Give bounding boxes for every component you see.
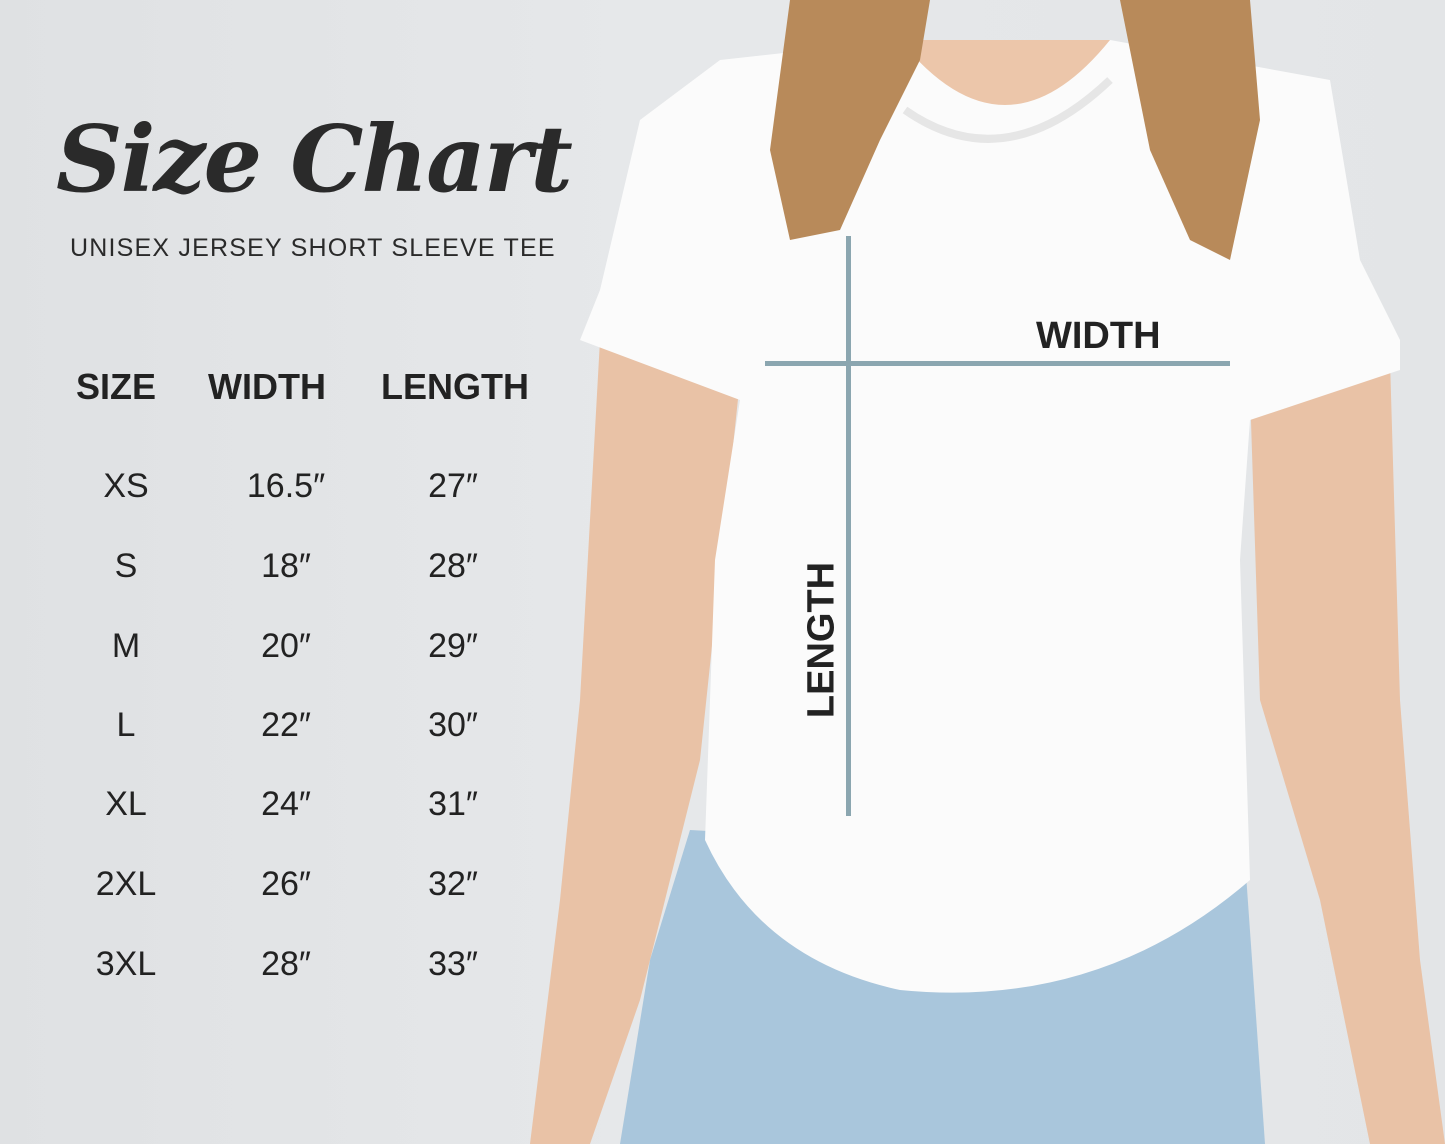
cell-length: 29″ — [428, 627, 478, 665]
cell-size: 3XL — [95, 945, 157, 983]
cell-size: 2XL — [95, 865, 157, 903]
cell-width: 24″ — [261, 785, 311, 823]
cell-width: 18″ — [261, 547, 311, 585]
width-line — [765, 361, 1230, 366]
left-arm — [530, 340, 740, 1144]
cell-length: 31″ — [428, 785, 478, 823]
cell-length: 33″ — [428, 945, 478, 983]
cell-width: 28″ — [261, 945, 311, 983]
cell-length: 30″ — [428, 706, 478, 744]
width-label: WIDTH — [1036, 315, 1161, 357]
cell-width: 20″ — [261, 627, 311, 665]
cell-size: XS — [103, 467, 149, 505]
chart-subtitle: UNISEX JERSEY SHORT SLEEVE TEE — [70, 234, 556, 262]
header-length: LENGTH — [381, 366, 529, 407]
cell-length: 32″ — [428, 865, 478, 903]
cell-size: S — [114, 547, 138, 585]
hair — [770, 0, 930, 240]
length-label: LENGTH — [800, 561, 843, 719]
cell-length: 27″ — [428, 467, 478, 505]
header-width: WIDTH — [208, 366, 326, 407]
cell-width: 26″ — [261, 865, 311, 903]
header-size: SIZE — [75, 366, 157, 407]
tshirt — [580, 40, 1400, 993]
cell-size: XL — [105, 785, 147, 823]
cell-size: M — [111, 627, 141, 665]
cell-width: 16.5″ — [246, 467, 326, 505]
chart-title: Size Chart — [56, 105, 573, 213]
cell-size: L — [116, 706, 136, 744]
length-line — [846, 236, 851, 816]
cell-length: 28″ — [428, 547, 478, 585]
right-arm — [1250, 360, 1445, 1144]
cell-width: 22″ — [261, 706, 311, 744]
